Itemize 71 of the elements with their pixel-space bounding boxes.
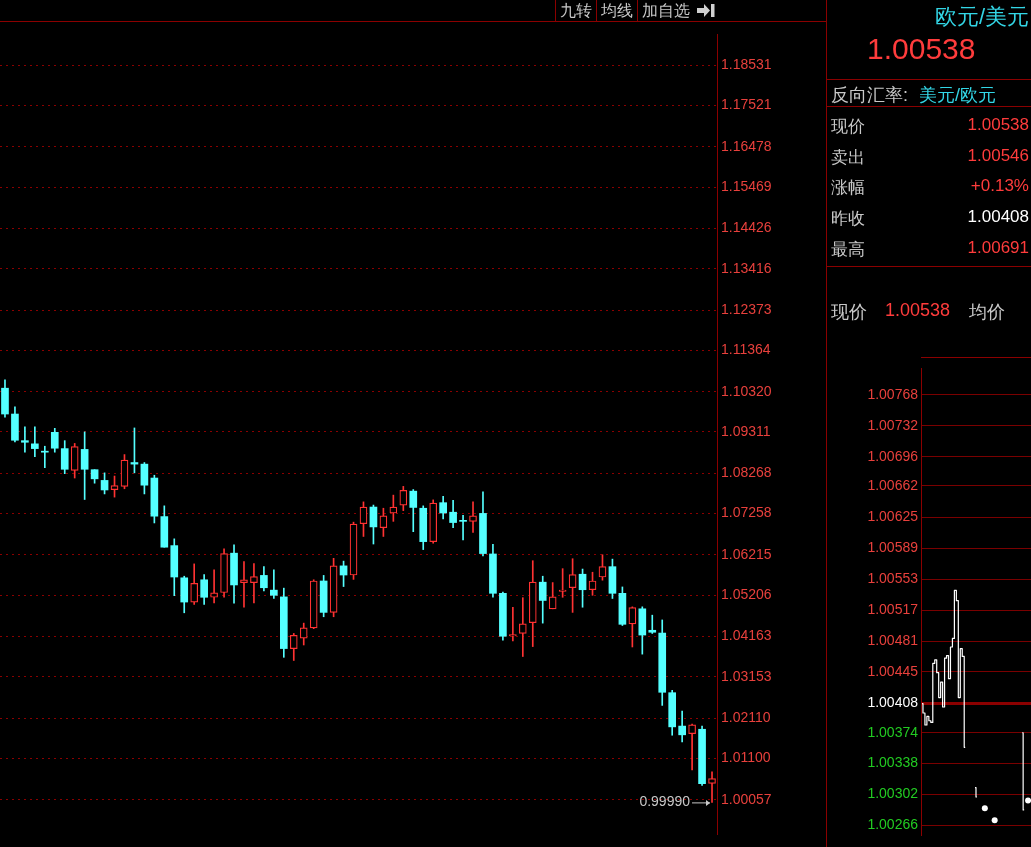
y-tick-label: 1.00553 <box>867 570 919 587</box>
annotation: 0.99990 <box>639 793 691 810</box>
candlestick <box>688 723 696 771</box>
y-tick-label: 1.00625 <box>867 508 919 525</box>
y-tick-label: 1.00589 <box>867 539 919 556</box>
y-tick-label: 1.00338 <box>867 754 919 771</box>
y-tick-label: 1.13416 <box>721 259 772 276</box>
candlestick <box>21 426 29 453</box>
candlestick <box>518 597 527 657</box>
y-tick-label: 1.16478 <box>721 137 772 154</box>
y-tick-label: 1.10320 <box>721 382 772 399</box>
y-tick-label: 1.00266 <box>867 816 919 833</box>
y-tick-label: 1.00517 <box>867 601 919 617</box>
y-tick-label: 1.06215 <box>721 545 772 562</box>
text: +0.13% <box>970 176 1029 196</box>
y-tick-label: 1.01100 <box>721 749 771 766</box>
y-tick-label: 1.11364 <box>721 341 771 358</box>
candlestick <box>31 426 39 457</box>
text: 均价 <box>969 301 1005 324</box>
candlestick <box>40 445 49 469</box>
candlestick <box>240 561 248 608</box>
y-tick-label: 1.18531 <box>721 56 772 73</box>
y-tick-label: 1.17521 <box>721 96 772 113</box>
candlestick <box>469 501 477 533</box>
y-tick-label: 1.03153 <box>721 667 772 684</box>
y-tick-label: 1.00408 <box>867 694 919 711</box>
y-tick-label: 1.02110 <box>721 708 771 725</box>
y-tick-label: 1.00445 <box>867 662 919 679</box>
y-tick-label: 1.00057 <box>721 790 772 807</box>
text: 昨收 <box>831 208 865 230</box>
y-tick-label: 1.00481 <box>867 631 919 648</box>
text: 1.00408 <box>967 207 1029 227</box>
text: 现价 <box>831 116 865 138</box>
text: 1.00538 <box>867 32 976 66</box>
y-tick-label: 1.00732 <box>867 416 919 433</box>
y-tick-label: 1.15469 <box>721 177 772 194</box>
y-tick-label: 1.12373 <box>721 301 772 318</box>
text: 1.00538 <box>967 115 1029 135</box>
text: 卖出 <box>831 147 865 169</box>
y-tick-label: 1.04163 <box>721 627 772 644</box>
y-tick-label: 1.08268 <box>721 464 772 481</box>
text: 涨幅 <box>831 177 865 199</box>
y-tick-label: 1.00662 <box>867 476 919 493</box>
y-tick-label: 1.14426 <box>721 219 772 236</box>
y-tick-label: 1.00696 <box>867 447 919 464</box>
y-tick-label: 1.07258 <box>721 504 772 521</box>
y-tick-label: 1.09311 <box>721 422 771 439</box>
candlestick <box>270 569 278 599</box>
text: 均线 <box>596 0 637 21</box>
candlestick <box>250 563 258 604</box>
candlestick <box>459 515 467 541</box>
candlestick <box>648 614 657 634</box>
candlestick <box>708 771 716 803</box>
text: 1.00538 <box>885 300 951 321</box>
text: 欧元/美元 <box>934 3 1029 31</box>
y-tick-label: 1.00768 <box>867 385 919 402</box>
text: 反向汇率: <box>831 84 909 107</box>
y-tick-label: 1.00374 <box>867 723 919 740</box>
text: 现价 <box>831 301 867 324</box>
text: 最高 <box>831 239 865 261</box>
point <box>1025 797 1031 804</box>
text: 1.00546 <box>967 146 1029 166</box>
text: 九转 <box>555 0 596 21</box>
text: 1.00691 <box>967 238 1029 258</box>
y-tick-label: 1.00302 <box>867 785 919 802</box>
candlestick <box>509 606 517 642</box>
point <box>991 817 998 824</box>
text: 美元/欧元 <box>919 84 997 107</box>
y-tick-label: 1.05206 <box>721 585 772 602</box>
text: 加自选 <box>637 0 694 21</box>
point <box>981 805 988 812</box>
